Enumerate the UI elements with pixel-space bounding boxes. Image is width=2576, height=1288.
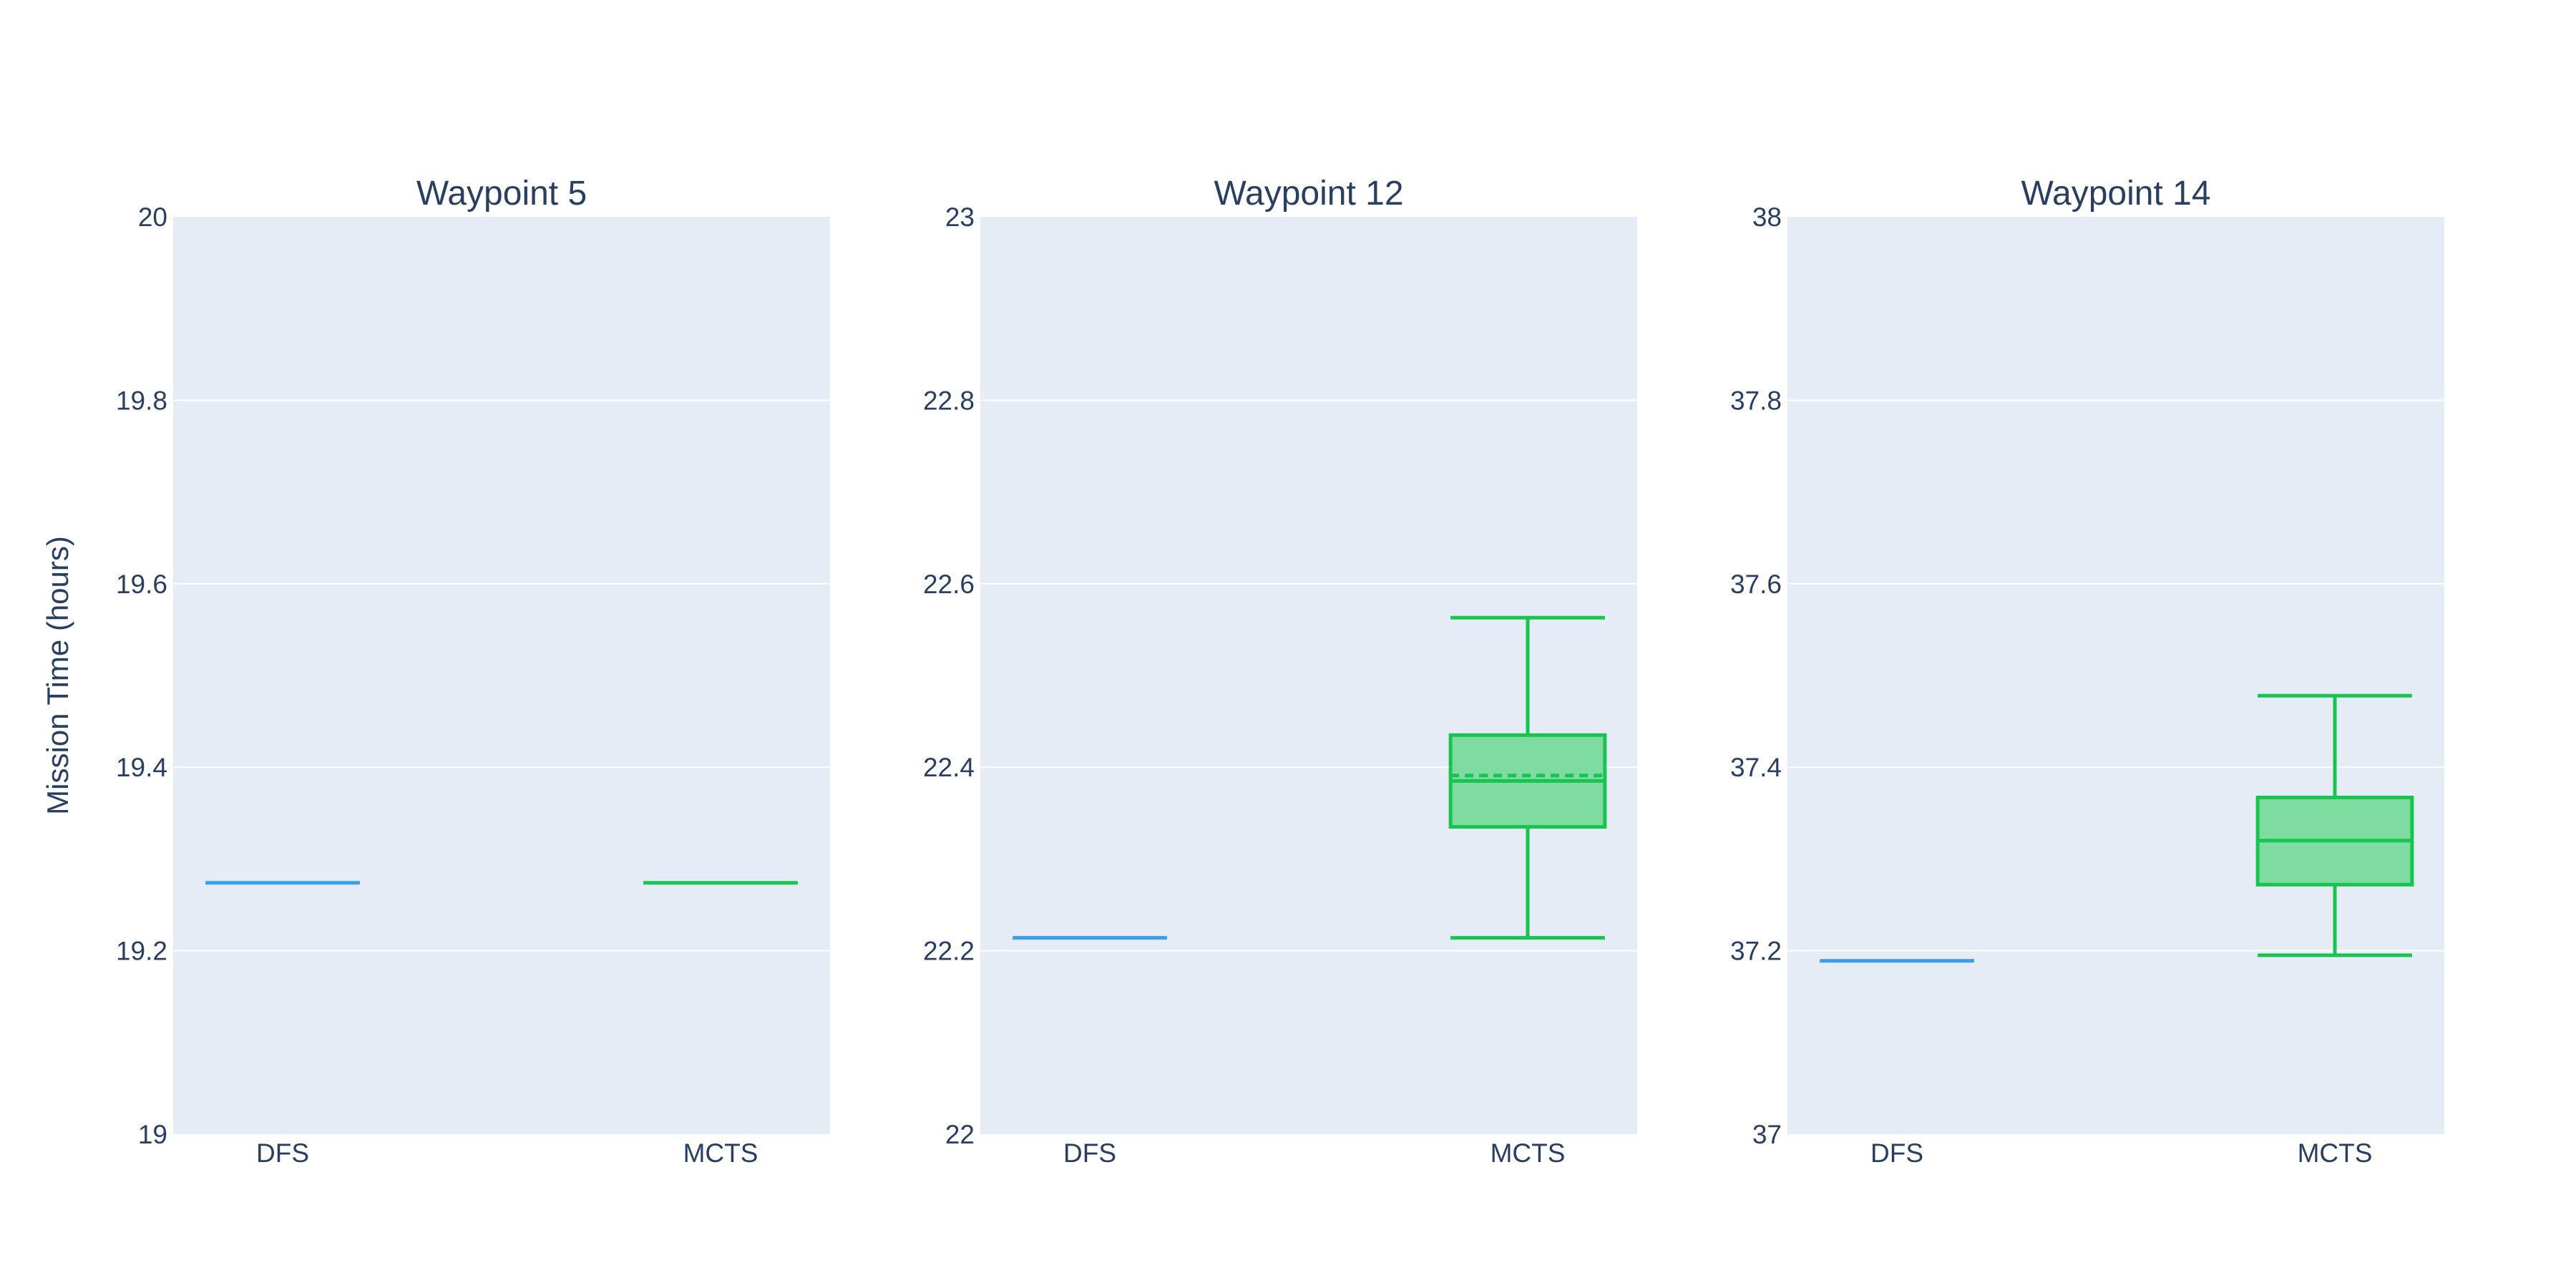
x-tick-label: MCTS — [1491, 1138, 1566, 1168]
y-tick-label: 22.2 — [923, 937, 975, 966]
x-tick-label: DFS — [1870, 1138, 1923, 1168]
plot-area — [1787, 217, 2444, 1134]
x-tick-label: DFS — [1063, 1138, 1116, 1168]
panel-title: Waypoint 12 — [1214, 175, 1403, 213]
y-tick-label: 38 — [1752, 203, 1782, 232]
y-tick-label: 37.8 — [1730, 386, 1782, 415]
y-tick-label: 19 — [138, 1120, 167, 1149]
panel-2: 22 22.2 22.4 22.6 22.8 23 Waypoint 12 DFS MCTS — [923, 175, 1637, 1168]
y-tick-label: 19.6 — [116, 570, 167, 599]
y-tick-label: 37.6 — [1730, 570, 1782, 599]
y-tick-label: 19.8 — [116, 386, 167, 415]
y-tick-label: 37.4 — [1730, 753, 1782, 782]
y-tick-label: 19.4 — [116, 753, 167, 782]
x-tick-label: MCTS — [2298, 1138, 2373, 1168]
y-tick-label: 19.2 — [116, 937, 167, 966]
y-tick-label: 37 — [1752, 1120, 1782, 1149]
y-tick-label: 22.8 — [923, 386, 975, 415]
y-tick-label: 22.4 — [923, 753, 975, 782]
plot-area — [980, 217, 1637, 1134]
y-axis-label: Mission Time (hours) — [41, 536, 74, 815]
panel-1: 19 19.2 19.4 19.6 19.8 20 Waypoint 5 DFS MCTS — [116, 175, 830, 1168]
plot-area — [173, 217, 830, 1134]
y-tick-label: 20 — [138, 203, 167, 232]
box-mcts — [2255, 693, 2414, 957]
x-tick-label: DFS — [256, 1138, 309, 1168]
y-tick-label: 23 — [945, 203, 975, 232]
y-tick-label: 37.2 — [1730, 937, 1782, 966]
panel-3: 37 37.2 37.4 37.6 37.8 38 Waypoint 14 DFS MCTS — [1730, 175, 2444, 1168]
box-mcts — [1448, 615, 1607, 940]
panel-title: Waypoint 5 — [416, 175, 587, 213]
y-tick-label: 22 — [945, 1120, 975, 1149]
panel-title: Waypoint 14 — [2021, 175, 2210, 213]
y-tick-label: 22.6 — [923, 570, 975, 599]
x-tick-label: MCTS — [683, 1138, 758, 1168]
